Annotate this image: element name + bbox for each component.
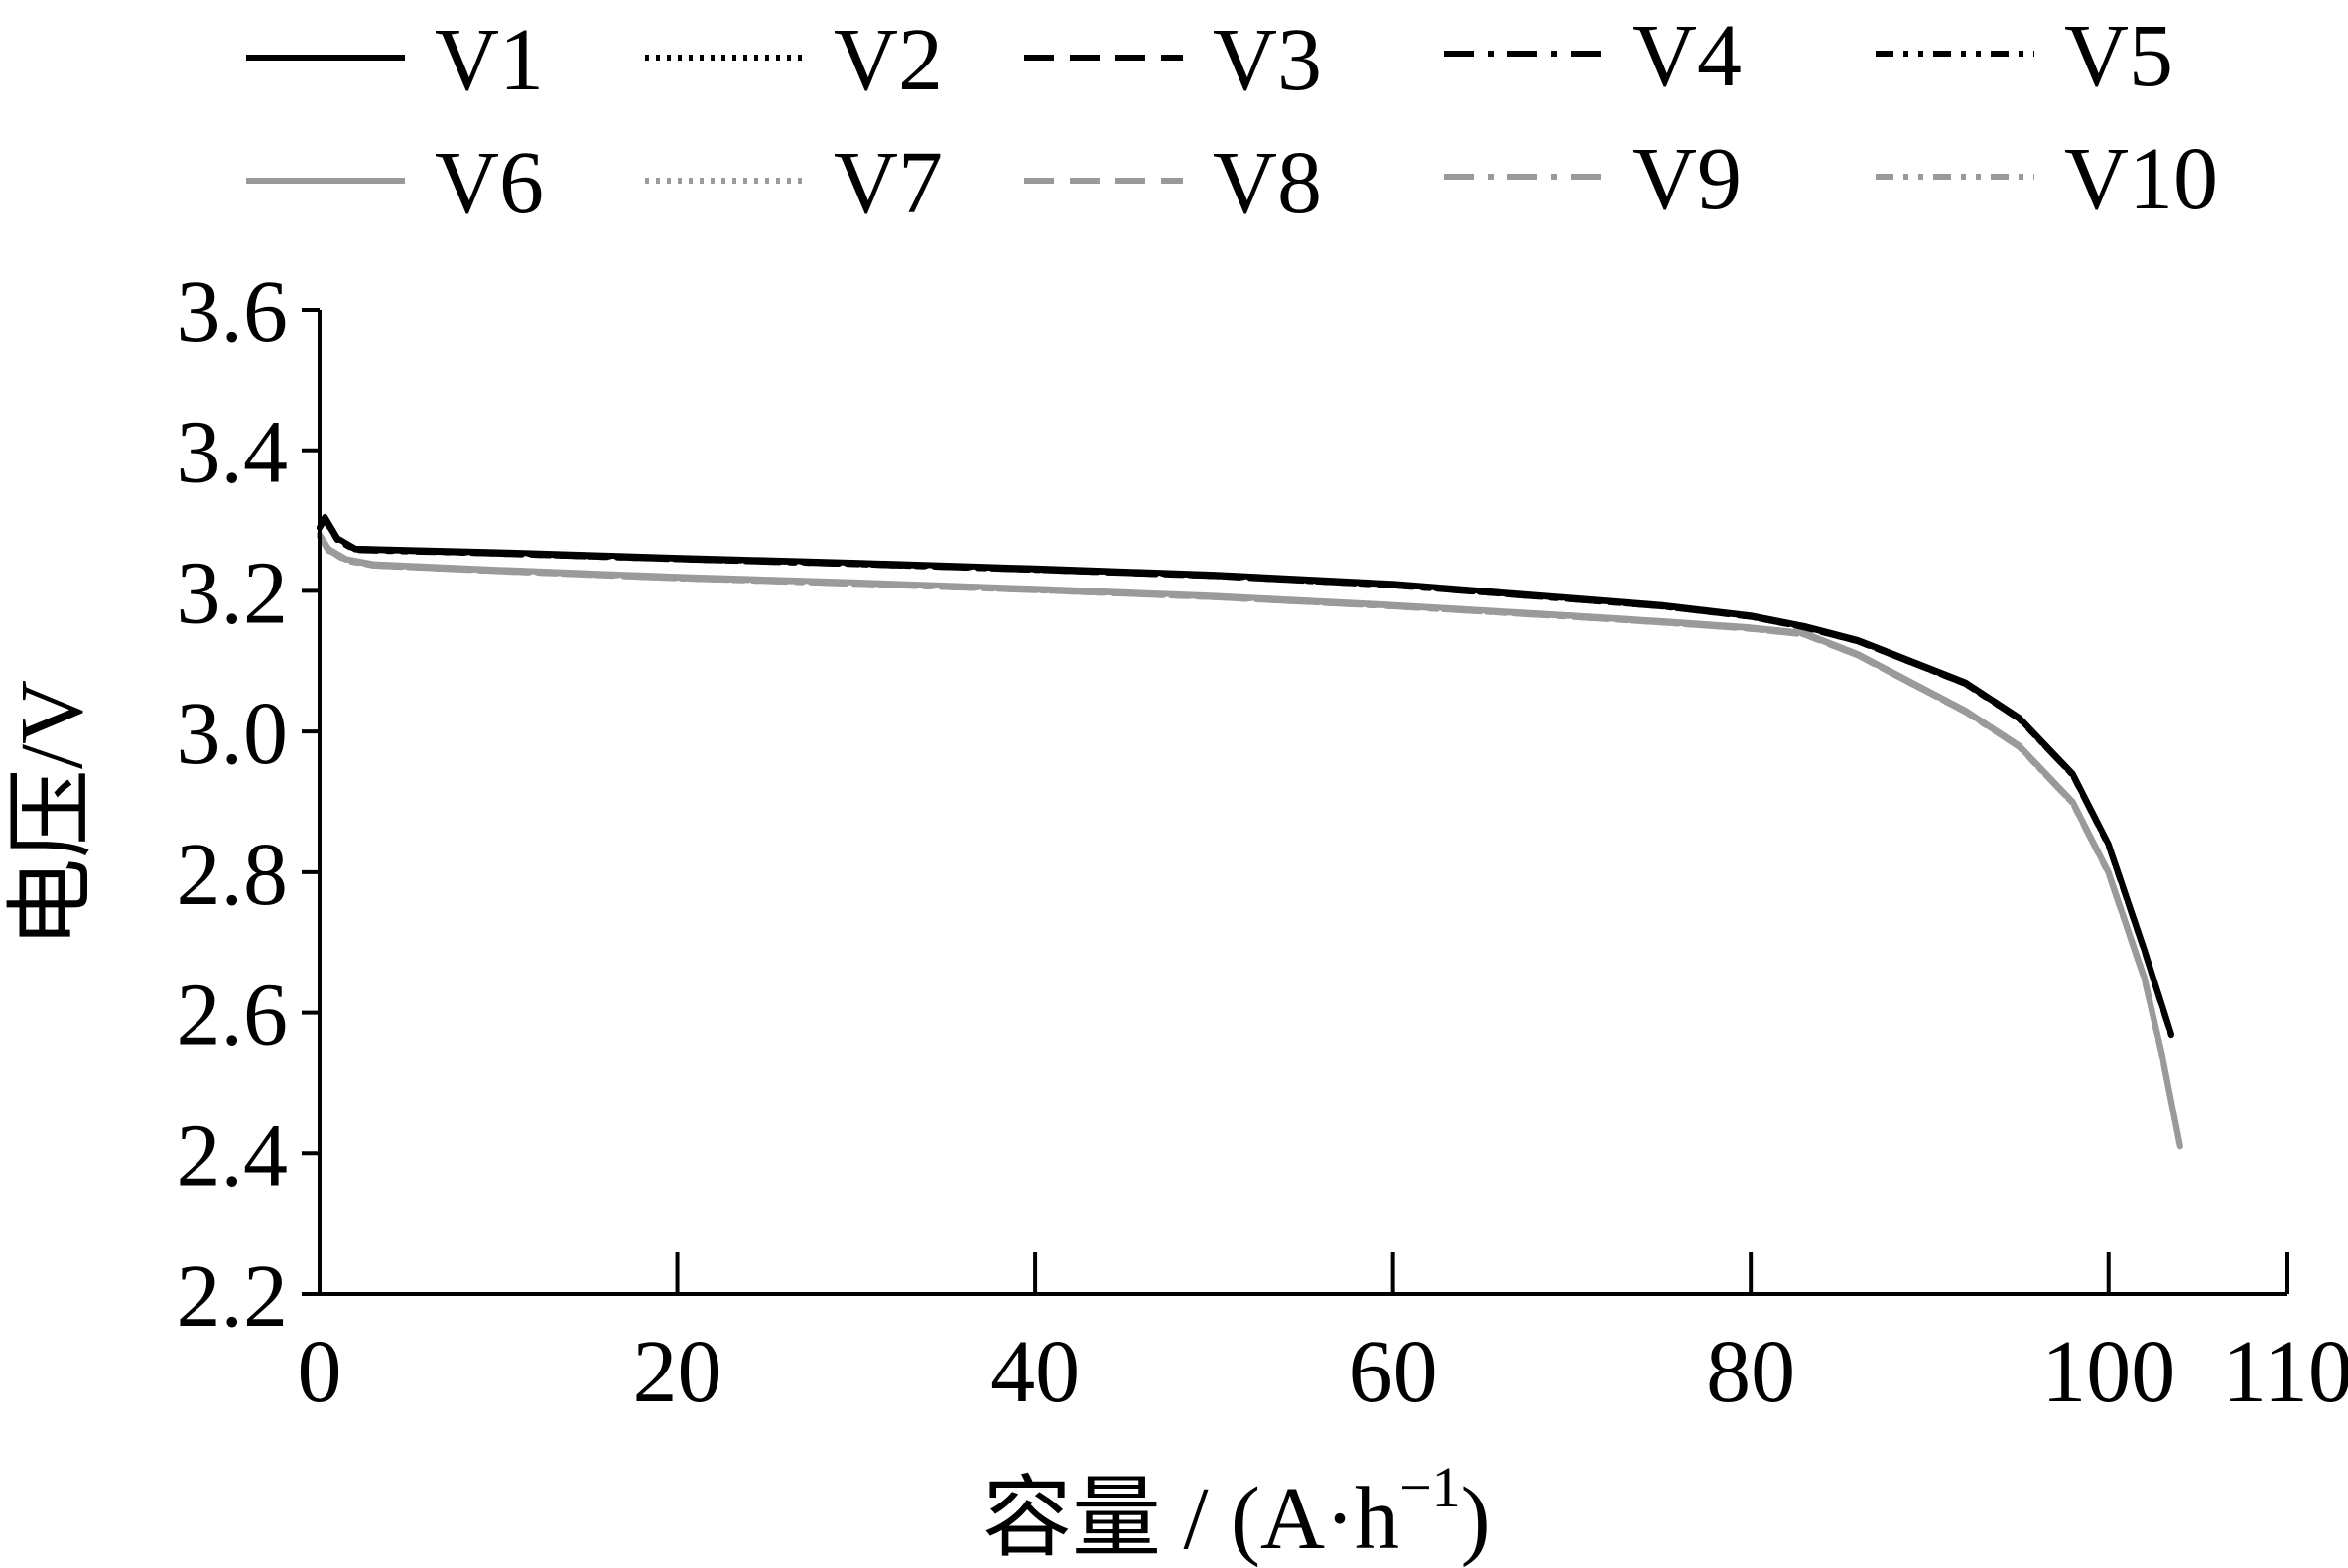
y-tick-label: 3.2: [177, 544, 289, 642]
x-axis-title: 容量 / (A·h−1): [982, 1455, 1491, 1568]
y-tick-label: 2.6: [177, 967, 289, 1065]
series-line-v7: [317, 532, 2183, 1150]
x-axis-title-close: ): [1461, 1470, 1491, 1568]
axes: [318, 310, 2287, 1296]
y-tick-label: 2.2: [177, 1247, 289, 1346]
legend-label-v1: V1: [435, 11, 544, 109]
y-tick-label: 2.4: [177, 1107, 289, 1205]
y-tick-label: 3.6: [177, 263, 289, 361]
series-line-v5: [317, 516, 2174, 1038]
legend-label-v9: V9: [1632, 130, 1742, 228]
y-tick-label: 3.0: [177, 685, 289, 783]
legend-label-v7: V7: [834, 134, 943, 232]
series-line-v8: [317, 532, 2183, 1150]
y-tick-label: 3.4: [177, 404, 289, 502]
legend-label-v3: V3: [1213, 11, 1322, 109]
y-ticks: 2.2 2.4 2.6 2.8 3.0 3.2 3.4 3.6: [177, 263, 320, 1346]
legend: V1 V2 V3 V4 V5 V6 V7 V8 V9 V10: [246, 7, 2218, 232]
legend-label-v8: V8: [1213, 134, 1322, 232]
series-line-v9: [317, 533, 2183, 1150]
x-tick-label: 40: [990, 1323, 1080, 1421]
legend-label-v6: V6: [435, 134, 544, 232]
legend-label-v10: V10: [2064, 130, 2218, 228]
plot-area: [317, 514, 2183, 1150]
series-line-v10: [317, 533, 2183, 1150]
x-tick-label: 0: [298, 1323, 342, 1421]
y-axis-title: 电压/V: [3, 680, 101, 948]
x-tick-label: 20: [633, 1323, 722, 1421]
x-ticks: 0 20 40 60 80 100 110: [298, 1252, 2348, 1421]
x-axis-title-superscript: −1: [1399, 1455, 1461, 1519]
y-tick-label: 2.8: [177, 826, 289, 924]
series-line-v6: [317, 531, 2183, 1150]
legend-label-v2: V2: [834, 11, 943, 109]
x-tick-label: 110: [2222, 1323, 2348, 1421]
legend-label-v5: V5: [2064, 7, 2173, 105]
x-tick-label: 60: [1349, 1323, 1438, 1421]
x-tick-label: 80: [1706, 1323, 1795, 1421]
x-tick-label: 100: [2041, 1323, 2175, 1421]
x-axis-title-main: 容量 / (A·h: [982, 1470, 1399, 1568]
legend-label-v4: V4: [1632, 7, 1742, 105]
